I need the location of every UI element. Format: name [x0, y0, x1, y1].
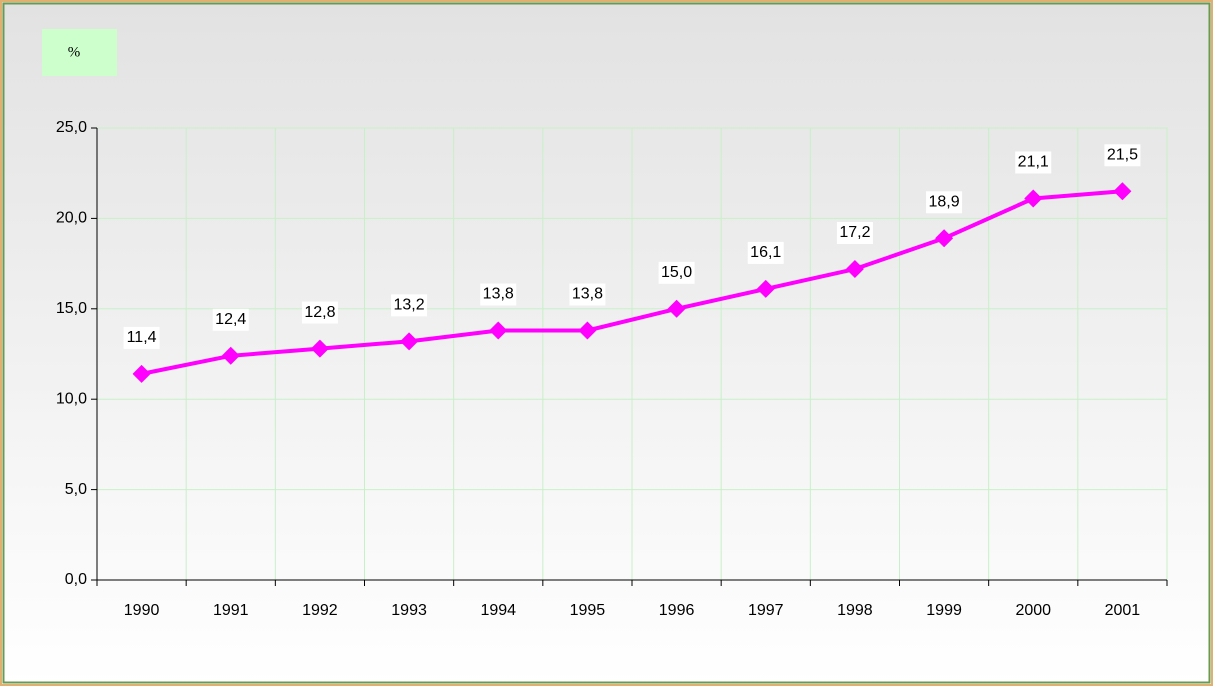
series-line [141, 189, 1123, 376]
y-axis-label: % [68, 44, 81, 60]
label-bg [301, 301, 338, 324]
label-bg [926, 191, 963, 214]
y-tick-label: 20,0 [56, 210, 87, 227]
label-bg [1015, 151, 1052, 174]
marker [310, 339, 329, 358]
label-bg [1104, 144, 1141, 167]
data-label: 18,9 [929, 194, 960, 211]
x-tick-label: 1996 [659, 602, 695, 619]
data-label: 15,0 [661, 264, 692, 281]
data-label: 13,8 [483, 286, 514, 303]
y-tick-label: 10,0 [56, 390, 87, 407]
x-tick-label: 2001 [1105, 602, 1141, 619]
data-label: 12,4 [215, 311, 246, 328]
data-label: 21,5 [1107, 146, 1138, 163]
x-tick-label: 1999 [926, 602, 962, 619]
label-bg [123, 326, 160, 349]
x-tick-label: 1991 [213, 602, 249, 619]
data-label: 11,4 [127, 329, 157, 346]
marker [132, 364, 151, 383]
marker [578, 321, 597, 340]
label-bg [480, 283, 517, 306]
x-tick-label: 1997 [748, 602, 784, 619]
marker [489, 321, 508, 340]
label-bg [569, 283, 606, 306]
marker [1024, 189, 1043, 208]
data-label: 17,2 [839, 224, 870, 241]
data-label: 16,1 [750, 244, 781, 261]
y-tick-label: 0,0 [65, 571, 87, 588]
label-bg [391, 294, 428, 317]
plot: 0,0 5,0 10,0 15,0 20,0 25,0 1990 1991 1992 1993 19… [56, 119, 1168, 619]
x-tick-label: 1992 [302, 602, 338, 619]
data-label: 12,8 [304, 304, 335, 321]
x-tick-label: 1990 [124, 602, 160, 619]
label-bg [747, 241, 784, 264]
label-bg [836, 222, 873, 245]
marker [221, 346, 240, 365]
marker [400, 332, 419, 351]
label-bg [212, 308, 249, 331]
data-label: 21,1 [1018, 154, 1049, 171]
marker [1113, 182, 1132, 201]
data-label: 13,8 [572, 286, 603, 303]
y-tick-label: 5,0 [65, 481, 87, 498]
x-tick-label: 1993 [391, 602, 427, 619]
x-tick-label: 1994 [480, 602, 516, 619]
marker [667, 299, 686, 318]
x-tick-label: 2000 [1015, 602, 1051, 619]
x-tick-label: 1998 [837, 602, 873, 619]
x-tick-label: 1995 [570, 602, 606, 619]
label-bg [658, 261, 695, 284]
y-tick-label: 25,0 [56, 119, 87, 136]
data-label: 13,2 [394, 297, 425, 314]
unit-box [42, 29, 117, 76]
marker [845, 260, 864, 279]
marker [935, 229, 954, 248]
y-tick-label: 15,0 [56, 300, 87, 317]
marker [756, 279, 775, 298]
